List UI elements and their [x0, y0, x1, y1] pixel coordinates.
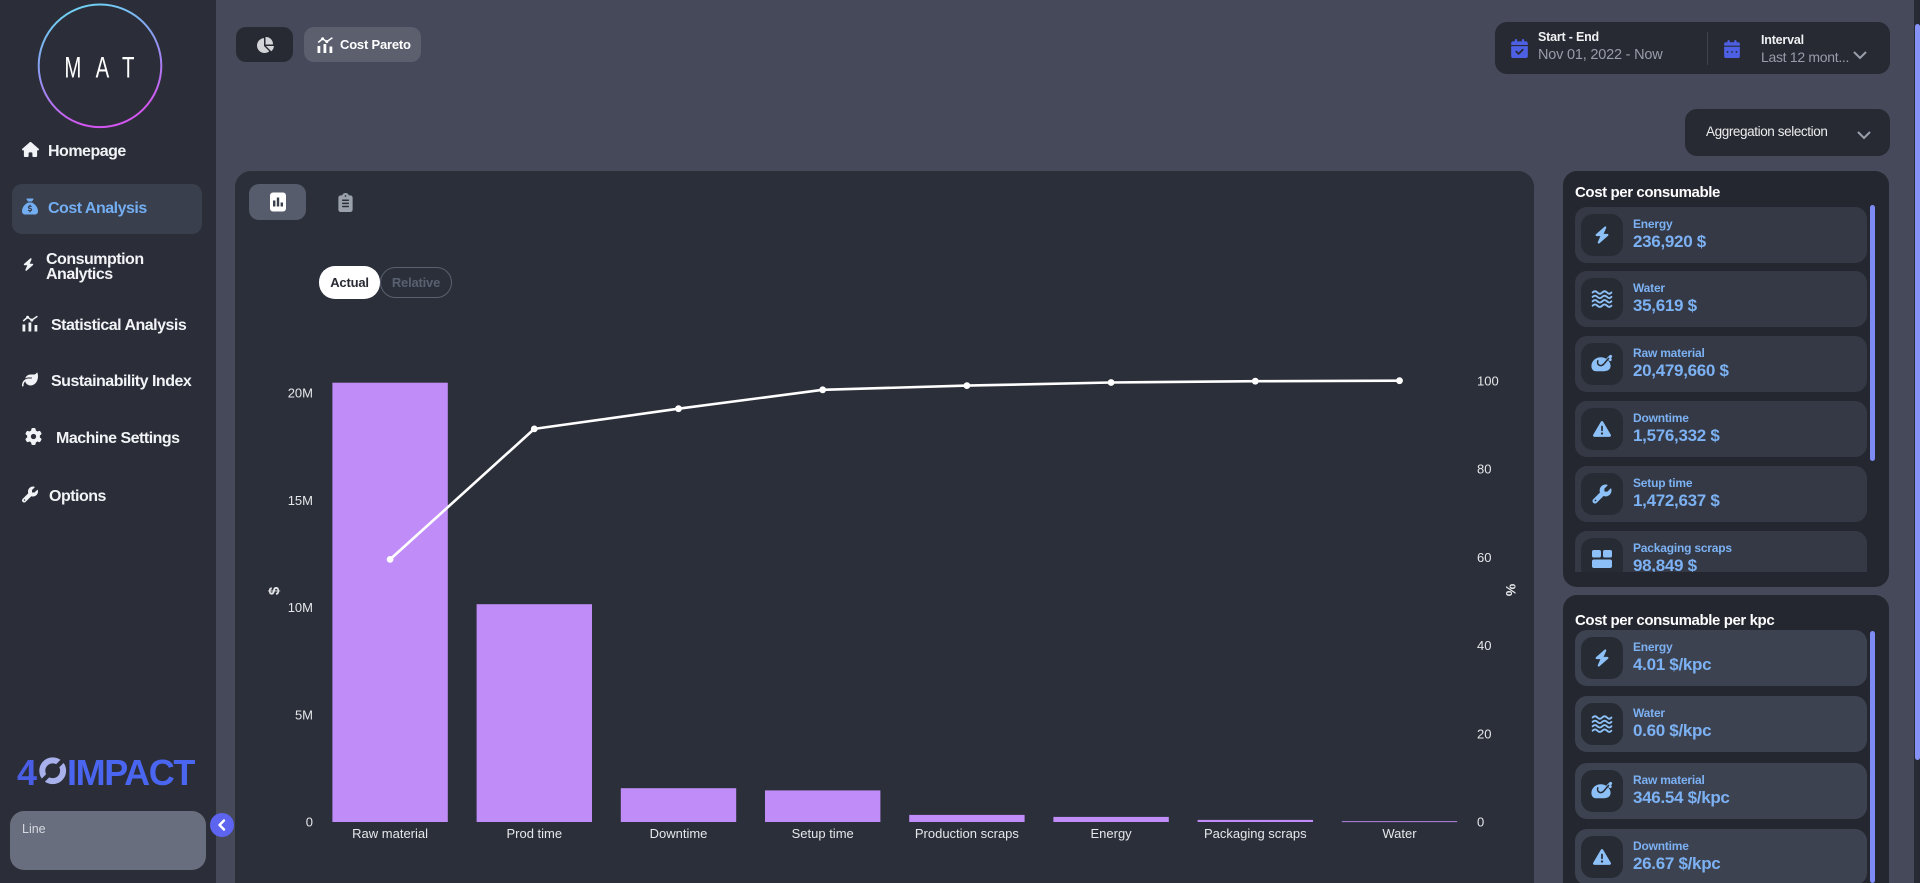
- svg-text:60: 60: [1477, 550, 1491, 565]
- svg-text:Downtime: Downtime: [650, 826, 708, 841]
- svg-text:100: 100: [1477, 374, 1499, 389]
- svg-text:15M: 15M: [288, 493, 313, 508]
- svg-text:Energy: Energy: [1090, 826, 1132, 841]
- svg-text:4: 4: [17, 752, 37, 792]
- svg-text:Prod time: Prod time: [506, 826, 562, 841]
- svg-text:Raw material: Raw material: [352, 826, 428, 841]
- svg-text:20M: 20M: [288, 386, 313, 401]
- svg-text:Packaging scraps: Packaging scraps: [1204, 826, 1307, 841]
- svg-text:10M: 10M: [288, 600, 313, 615]
- svg-text:40: 40: [1477, 638, 1491, 653]
- svg-text:Setup time: Setup time: [792, 826, 854, 841]
- svg-text:0: 0: [1477, 815, 1484, 830]
- svg-text:80: 80: [1477, 462, 1491, 477]
- svg-text:5M: 5M: [295, 707, 313, 722]
- svg-text:IMPACT: IMPACT: [67, 752, 195, 792]
- svg-text:$: $: [266, 586, 283, 595]
- svg-text:0: 0: [306, 815, 313, 830]
- svg-text:20: 20: [1477, 726, 1491, 741]
- svg-text:MAT: MAT: [64, 52, 148, 85]
- svg-text:%: %: [1503, 584, 1519, 597]
- svg-text:Production scraps: Production scraps: [915, 826, 1020, 841]
- svg-text:Water: Water: [1382, 826, 1417, 841]
